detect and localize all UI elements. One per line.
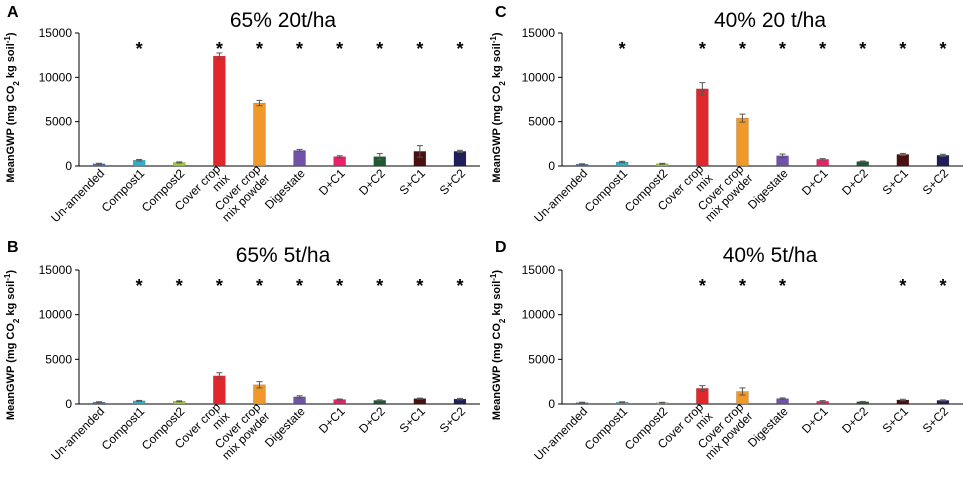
y-tick-label: 5000: [528, 115, 555, 129]
significance-star: *: [819, 39, 826, 59]
y-tick-label: 15000: [39, 26, 73, 40]
y-axis-label: MeanGWP (mg CO2 kg soil-1): [489, 270, 507, 420]
significance-star: *: [456, 276, 463, 296]
bar: [696, 88, 709, 167]
panel-label: D: [495, 239, 507, 256]
chart-title: 40% 5t/ha: [723, 244, 818, 267]
significance-star: *: [779, 276, 786, 296]
category-label: S+C2: [920, 404, 952, 436]
significance-star: *: [739, 276, 746, 296]
significance-star: *: [699, 39, 706, 59]
category-label: D+C2: [839, 404, 871, 436]
y-tick-label: 10000: [522, 308, 556, 322]
bar: [936, 155, 950, 167]
panel-label: B: [7, 239, 19, 256]
chart-title: 40% 20 t/ha: [714, 9, 826, 32]
category-label: S+C1: [397, 166, 429, 198]
significance-star: *: [216, 39, 223, 59]
category-label: Un-amended: [531, 166, 590, 225]
category-label: S+C1: [397, 404, 429, 436]
significance-star: *: [939, 39, 946, 59]
y-tick-label: 10000: [522, 70, 556, 84]
y-tick-label: 0: [548, 159, 555, 173]
significance-star: *: [899, 39, 906, 59]
category-label: S+C1: [880, 166, 912, 198]
chart-title: 65% 5t/ha: [236, 244, 331, 267]
y-tick-label: 5000: [45, 352, 72, 366]
bar: [896, 154, 910, 167]
y-tick-label: 5000: [528, 352, 555, 366]
category-label: D+C1: [316, 166, 348, 198]
significance-star: *: [939, 276, 946, 296]
y-tick-label: 0: [65, 159, 72, 173]
y-tick-label: 15000: [522, 263, 556, 277]
category-label: Digestate: [262, 166, 308, 212]
category-label: Digestate: [745, 166, 791, 212]
significance-star: *: [296, 276, 303, 296]
bar: [213, 375, 226, 405]
chart-title: 65% 20t/ha: [230, 9, 337, 32]
significance-star: *: [456, 39, 463, 59]
significance-star: *: [136, 276, 143, 296]
bar: [453, 151, 467, 167]
bar: [333, 156, 346, 167]
category-label: Un-amended: [48, 166, 107, 225]
category-label: D+C2: [356, 404, 388, 436]
category-label: D+C2: [839, 166, 871, 198]
category-label: S+C2: [437, 166, 469, 198]
y-tick-label: 15000: [39, 263, 73, 277]
significance-star: *: [899, 276, 906, 296]
significance-star: *: [699, 276, 706, 296]
y-axis-label: MeanGWP (mg CO2 kg soil-1): [3, 270, 21, 420]
bar: [213, 55, 226, 167]
significance-star: *: [779, 39, 786, 59]
category-label: D+C2: [356, 166, 388, 198]
significance-star: *: [416, 39, 423, 59]
category-label: Digestate: [745, 404, 791, 450]
y-tick-label: 0: [65, 397, 72, 411]
y-tick-label: 10000: [39, 70, 73, 84]
category-label: Un-amended: [531, 404, 590, 463]
category-label: Digestate: [262, 404, 308, 450]
bar: [736, 117, 749, 167]
significance-star: *: [256, 39, 263, 59]
y-axis-label: MeanGWP (mg CO2 kg soil-1): [3, 32, 21, 182]
panel-label: C: [495, 4, 507, 21]
category-label: Un-amended: [48, 404, 107, 463]
category-label: D+C1: [799, 166, 831, 198]
y-tick-label: 0: [548, 397, 555, 411]
category-label: D+C1: [316, 404, 348, 436]
significance-star: *: [256, 276, 263, 296]
category-label: S+C2: [437, 404, 469, 436]
category-label: S+C2: [920, 166, 952, 198]
category-label: D+C1: [799, 404, 831, 436]
significance-star: *: [376, 39, 383, 59]
significance-star: *: [739, 39, 746, 59]
significance-star: *: [859, 39, 866, 59]
significance-star: *: [176, 276, 183, 296]
significance-star: *: [216, 276, 223, 296]
significance-star: *: [336, 276, 343, 296]
significance-star: *: [416, 276, 423, 296]
significance-star: *: [296, 39, 303, 59]
significance-star: *: [619, 39, 626, 59]
significance-star: *: [336, 39, 343, 59]
panel-label: A: [7, 4, 19, 21]
y-axis-label: MeanGWP (mg CO2 kg soil-1): [489, 32, 507, 182]
y-tick-label: 5000: [45, 115, 72, 129]
bar: [253, 102, 266, 167]
significance-star: *: [136, 39, 143, 59]
significance-star: *: [376, 276, 383, 296]
y-tick-label: 10000: [39, 308, 73, 322]
bar: [293, 150, 306, 167]
y-tick-label: 15000: [522, 26, 556, 40]
category-label: S+C1: [880, 404, 912, 436]
